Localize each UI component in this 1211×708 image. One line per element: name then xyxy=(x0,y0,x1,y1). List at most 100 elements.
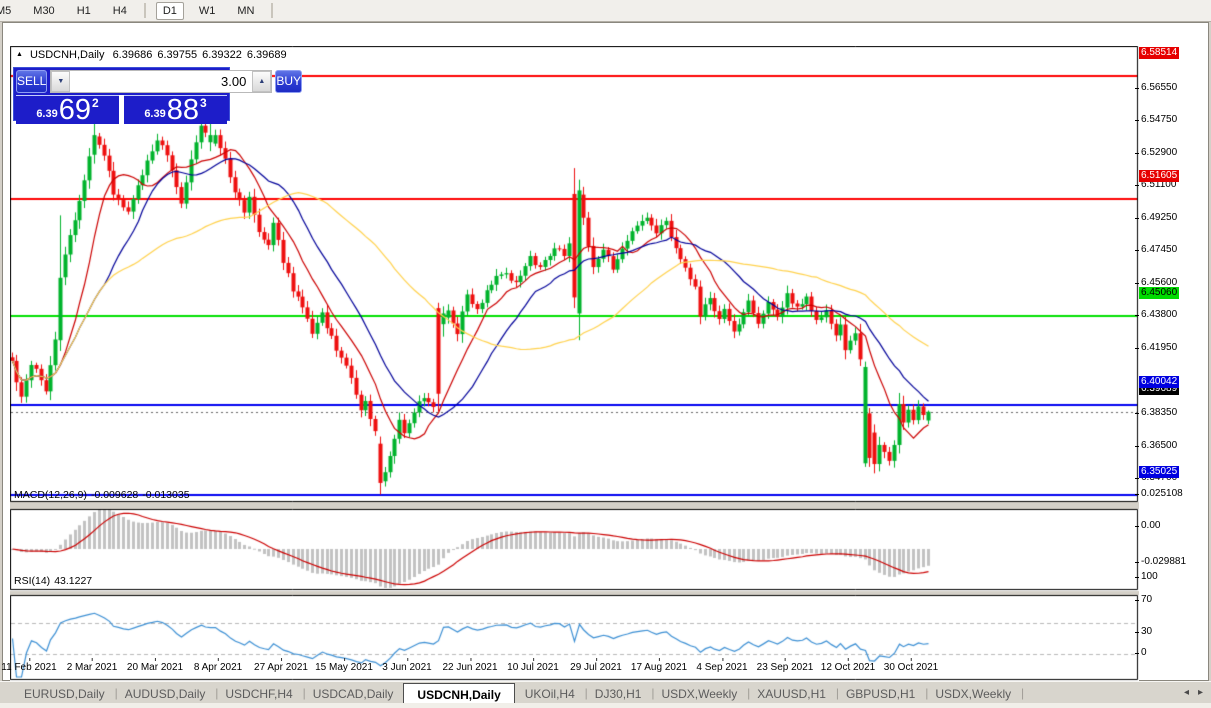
buy-button[interactable]: BUY xyxy=(275,70,303,93)
timeframe-button[interactable] xyxy=(271,3,274,18)
symbol-tab-label: EURUSD,Daily xyxy=(24,687,105,701)
symbol-tab[interactable]: USDCNH,Daily xyxy=(403,683,515,703)
price-axis-label: 6.35025 xyxy=(1139,465,1180,478)
timeframe-button[interactable]: W1 xyxy=(192,2,223,20)
symbol-tab[interactable]: AUDUSD,Daily xyxy=(115,682,218,703)
date-tick-text: 27 Apr 2021 xyxy=(254,662,308,673)
timeframe-button-label: H4 xyxy=(112,4,127,17)
date-tick-text: 3 Jun 2021 xyxy=(382,662,432,673)
price-axis-label-text: 6.35025 xyxy=(1141,465,1178,477)
price-axis-label-text: 6.52900 xyxy=(1141,147,1178,159)
timeframe-button[interactable]: M30 xyxy=(26,2,61,20)
timeframe-button-label: D1 xyxy=(162,4,177,17)
chart-canvas[interactable] xyxy=(10,46,1139,683)
rsi-value: 43.1227 xyxy=(54,575,93,587)
macd-axis-label: 0.025108 xyxy=(1135,488,1183,499)
symbol-tab[interactable]: USDX,Weekly xyxy=(925,682,1024,703)
rsi-axis-label: 0 xyxy=(1135,647,1147,658)
sell-price-display[interactable]: 6.39 69 2 xyxy=(16,95,119,125)
price-axis-label: 6.52900 xyxy=(1134,147,1179,159)
date-tick-label: 12 Oct 2021 xyxy=(820,658,876,673)
price-axis-label-text: 6.51605 xyxy=(1141,170,1178,182)
symbol-tab[interactable]: GBPUSD,H1 xyxy=(836,682,929,703)
symbol-tab[interactable]: XAUUSD,H1 xyxy=(747,682,838,703)
macd-axis-label: -0.029881 xyxy=(1134,556,1187,567)
timeframe-button[interactable]: D1 xyxy=(155,1,184,20)
chart-window: ▲ USDCNH,Daily 6.39686 6.39755 6.39322 6.396… xyxy=(2,22,1209,683)
buy-price-sup: 3 xyxy=(200,96,207,110)
macd-axis-label: 0.00 xyxy=(1134,520,1161,531)
symbol-tab-label: GBPUSD,H1 xyxy=(845,687,916,701)
price-axis-label: 6.40042 xyxy=(1139,376,1180,389)
date-tick-label: 4 Sep 2021 xyxy=(696,658,748,673)
rsi-axis-label: 70 xyxy=(1134,594,1153,605)
ohlc-high: 6.39755 xyxy=(157,49,198,61)
tab-bar-bottom-strip xyxy=(0,703,1211,708)
collapse-icon[interactable]: ▲ xyxy=(16,51,23,58)
date-tick-text: 12 Oct 2021 xyxy=(820,662,876,673)
date-tick-text: 29 Jul 2021 xyxy=(570,662,622,673)
price-axis-label: 6.49250 xyxy=(1134,212,1179,224)
symbol-tab-label: USDCAD,Daily xyxy=(312,687,394,701)
symbol-tab[interactable]: UKOil,H4 xyxy=(515,682,588,703)
symbol-tab-label: XAUUSD,H1 xyxy=(757,687,826,701)
trade-panel-price-row: 6.39 69 2 6.39 88 3 xyxy=(16,94,227,126)
volume-spinner: ▼ ▲ xyxy=(50,70,273,93)
buy-price-big: 88 xyxy=(166,94,199,126)
chart-title[interactable]: ▲ USDCNH,Daily 6.39686 6.39755 6.39322 6.396… xyxy=(16,49,287,61)
price-axis-label: 6.45060 xyxy=(1139,286,1180,299)
date-tick-text: 22 Jun 2021 xyxy=(442,662,498,673)
tab-scroll-right-icon[interactable]: ▸ xyxy=(1197,687,1203,698)
sell-price-small: 6.39 xyxy=(36,108,58,120)
sell-button[interactable]: SELL xyxy=(16,70,48,93)
price-axis-label: 6.36500 xyxy=(1134,440,1179,452)
date-tick-text: 30 Oct 2021 xyxy=(883,662,939,673)
date-tick-text: 8 Apr 2021 xyxy=(193,662,243,673)
price-axis-label: 6.54750 xyxy=(1134,114,1179,126)
date-tick-label: 30 Oct 2021 xyxy=(883,658,939,673)
date-tick-text: 10 Jul 2021 xyxy=(507,662,559,673)
price-axis-label-text: 6.49250 xyxy=(1141,212,1178,224)
price-axis-label-text: 6.51100 xyxy=(1141,179,1177,191)
symbol-tab-label: USDCHF,H4 xyxy=(225,687,293,701)
volume-increase-button[interactable]: ▲ xyxy=(252,71,272,92)
ohlc-low: 6.39322 xyxy=(202,49,242,61)
symbol-tab[interactable]: EURUSD,Daily xyxy=(14,682,117,703)
date-tick-label: 8 Apr 2021 xyxy=(193,658,243,673)
timeframe-button-label: M30 xyxy=(33,4,55,17)
rsi-axis-label: 100 xyxy=(1135,571,1158,582)
price-axis-label-text: 6.45600 xyxy=(1141,277,1178,289)
timeframe-button[interactable] xyxy=(143,3,146,18)
timeframe-button[interactable]: H4 xyxy=(106,2,134,20)
price-axis-label-text: 6.47450 xyxy=(1141,244,1178,256)
symbol-tab[interactable]: USDX,Weekly xyxy=(651,682,750,703)
date-tick-text: 20 Mar 2021 xyxy=(126,662,184,673)
macd-value-1: -0.009628 xyxy=(90,489,139,501)
date-tick-text: 23 Sep 2021 xyxy=(756,662,814,673)
symbol-tab[interactable]: DJ30,H1 xyxy=(585,682,654,703)
date-tick-label: 17 Aug 2021 xyxy=(630,658,688,673)
price-axis-label: 6.43800 xyxy=(1134,309,1179,321)
symbol-tab-label: UKOil,H4 xyxy=(524,687,575,701)
price-axis-label-text: 6.54750 xyxy=(1141,114,1178,126)
symbol-tab-label: AUDUSD,Daily xyxy=(124,687,206,701)
buy-price-display[interactable]: 6.39 88 3 xyxy=(124,94,227,126)
macd-name: MACD(12,26,9) xyxy=(14,489,87,501)
date-tick-label: 29 Jul 2021 xyxy=(570,658,622,673)
date-tick-text: 17 Aug 2021 xyxy=(630,662,688,673)
date-tick-text: 2 Mar 2021 xyxy=(66,662,118,673)
symbol-tab[interactable]: USDCHF,H4 xyxy=(215,682,306,703)
date-tick-text: 4 Sep 2021 xyxy=(696,662,748,673)
timeframe-button[interactable]: MN xyxy=(230,2,261,20)
price-axis-label: 6.51605 xyxy=(1139,170,1180,183)
timeframe-button[interactable]: M5 xyxy=(0,2,18,20)
tab-scroll-left-icon[interactable]: ◂ xyxy=(1183,687,1189,698)
symbol-tab-label: USDX,Weekly xyxy=(661,687,738,701)
tab-scroll-controls: ◂ ▸ xyxy=(1184,687,1203,698)
price-axis-label: 6.47450 xyxy=(1134,244,1179,256)
timeframe-button[interactable]: H1 xyxy=(70,2,98,20)
volume-decrease-button[interactable]: ▼ xyxy=(51,71,71,92)
sell-price-sup: 2 xyxy=(92,96,99,110)
symbol-tab[interactable]: USDCAD,Daily xyxy=(303,682,404,703)
volume-input[interactable] xyxy=(70,71,253,92)
